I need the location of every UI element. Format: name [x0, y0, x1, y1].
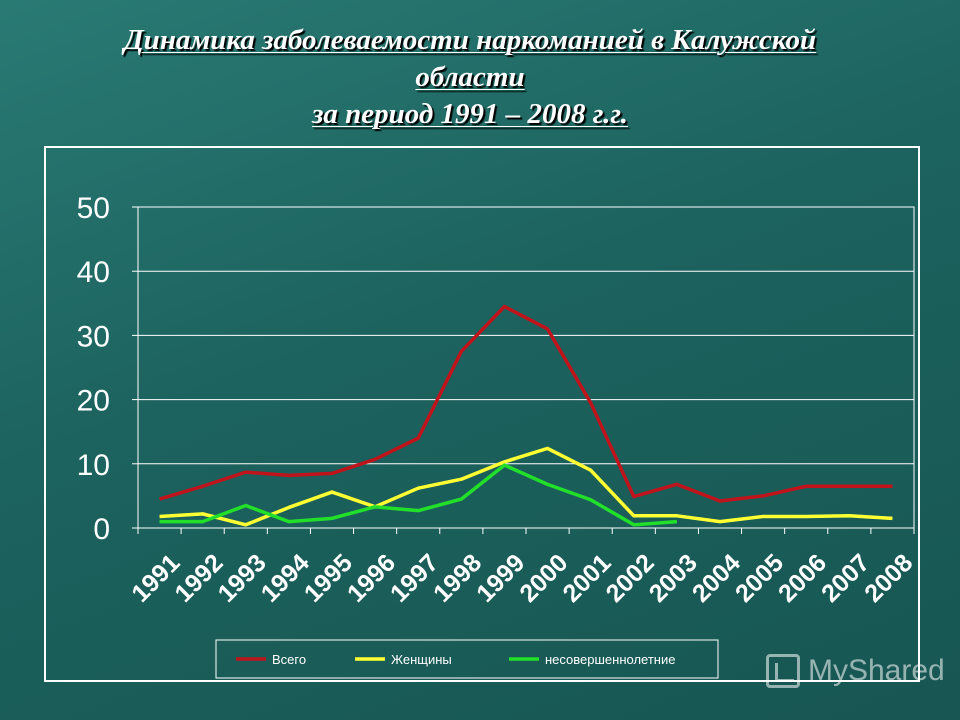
- legend-label-1: Женщины: [391, 652, 452, 667]
- x-tick-label-1998: 1998: [428, 549, 487, 608]
- y-tick-label-5: 50: [77, 192, 110, 225]
- plot-area: [137, 206, 915, 529]
- x-tick-label-2007: 2007: [816, 549, 875, 608]
- x-tick-label-2004: 2004: [687, 549, 746, 608]
- x-tick-label-2005: 2005: [730, 549, 789, 608]
- x-tick-label-2003: 2003: [644, 549, 703, 608]
- x-tick-label-2002: 2002: [601, 549, 660, 608]
- y-tick-label-2: 20: [77, 385, 110, 418]
- x-tick-label-1999: 1999: [471, 549, 530, 608]
- x-tick-label-1994: 1994: [256, 549, 315, 608]
- chart-title-line-1: Динамика заболеваемости наркоманией в Ка…: [123, 24, 817, 56]
- x-tick-label-1997: 1997: [385, 549, 444, 608]
- x-tick-label-2008: 2008: [859, 549, 918, 608]
- legend: [215, 639, 719, 679]
- series-line-1: [159, 446, 893, 527]
- x-tick-label-1991: 1991: [126, 549, 185, 608]
- chart-title-line-2: области: [415, 61, 525, 93]
- y-tick-label-3: 30: [77, 320, 110, 353]
- legend-label-2: несовершеннолетние: [545, 652, 675, 667]
- series-line-0: [159, 304, 893, 503]
- chart-title: Динамика заболеваемости наркоманией в Ка…: [60, 22, 880, 133]
- legend-label-0: Всего: [272, 652, 306, 667]
- x-tick-label-2000: 2000: [514, 549, 573, 608]
- series-line-2: [159, 463, 678, 527]
- y-tick-label-1: 10: [77, 449, 110, 482]
- watermark-text: MyShared: [808, 654, 945, 687]
- x-tick-label-1992: 1992: [169, 549, 228, 608]
- x-tick-label-1995: 1995: [299, 549, 358, 608]
- chart-title-line-3: за период 1991 – 2008 г.г.: [312, 98, 628, 130]
- watermark-logo-icon: [766, 654, 800, 688]
- x-tick-label-2006: 2006: [773, 549, 832, 608]
- watermark: MyShared: [766, 654, 945, 688]
- y-tick-label-0: 0: [93, 513, 110, 546]
- y-tick-label-4: 40: [77, 256, 110, 289]
- x-tick-label-2001: 2001: [557, 549, 616, 608]
- x-tick-label-1996: 1996: [342, 549, 401, 608]
- chart-frame: [44, 146, 920, 682]
- x-tick-label-1993: 1993: [213, 549, 272, 608]
